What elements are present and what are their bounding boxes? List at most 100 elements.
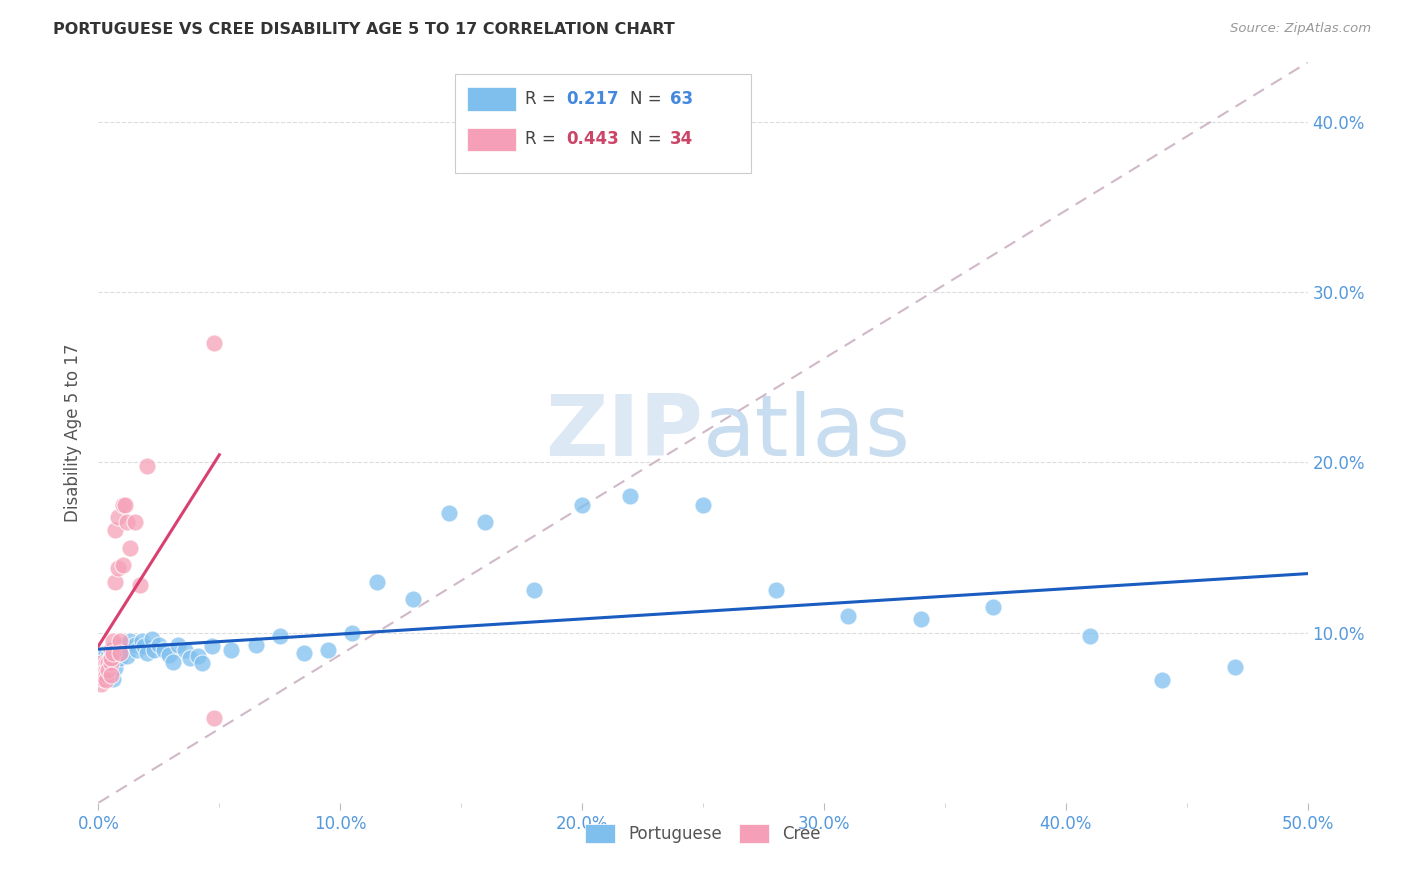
Point	[107, 561, 129, 575]
Point	[118, 634, 141, 648]
Point	[148, 638, 170, 652]
Point	[108, 646, 131, 660]
FancyBboxPatch shape	[456, 73, 751, 173]
Point	[100, 642, 122, 657]
Point	[692, 498, 714, 512]
Point	[114, 498, 136, 512]
Point	[204, 711, 226, 725]
Point	[100, 668, 122, 682]
Point	[97, 657, 120, 671]
Point	[765, 582, 787, 597]
Point	[128, 578, 150, 592]
Point	[107, 638, 129, 652]
Point	[91, 659, 114, 673]
Point	[114, 642, 136, 657]
Point	[100, 642, 122, 657]
Point	[910, 612, 932, 626]
Point	[201, 639, 224, 653]
Text: ZIP: ZIP	[546, 391, 703, 475]
Text: N =: N =	[630, 130, 662, 148]
Point	[221, 642, 243, 657]
Point	[91, 663, 114, 677]
FancyBboxPatch shape	[467, 128, 516, 152]
Point	[101, 646, 124, 660]
Point	[104, 651, 127, 665]
Point	[101, 646, 124, 660]
Point	[619, 490, 641, 504]
Text: 0.217: 0.217	[567, 90, 619, 108]
Point	[366, 574, 388, 589]
Point	[94, 668, 117, 682]
Point	[131, 634, 153, 648]
Point	[111, 558, 134, 572]
Point	[134, 639, 156, 653]
Point	[117, 515, 139, 529]
Point	[90, 657, 112, 671]
Text: N =: N =	[630, 90, 662, 108]
Point	[269, 629, 291, 643]
Point	[141, 632, 163, 647]
Point	[108, 642, 131, 657]
Point	[474, 515, 496, 529]
Text: Source: ZipAtlas.com: Source: ZipAtlas.com	[1230, 22, 1371, 36]
Point	[94, 663, 117, 677]
Point	[94, 657, 117, 671]
Point	[162, 655, 184, 669]
Text: PORTUGUESE VS CREE DISABILITY AGE 5 TO 17 CORRELATION CHART: PORTUGUESE VS CREE DISABILITY AGE 5 TO 1…	[53, 22, 675, 37]
Point	[342, 625, 364, 640]
Point	[523, 582, 546, 597]
Point	[191, 657, 214, 671]
Point	[143, 642, 166, 657]
Text: R =: R =	[526, 90, 561, 108]
Point	[104, 524, 127, 538]
Point	[100, 651, 122, 665]
Point	[127, 642, 149, 657]
Point	[94, 655, 117, 669]
Text: 34: 34	[671, 130, 693, 148]
Point	[152, 642, 174, 657]
Point	[124, 515, 146, 529]
Legend: Portuguese, Cree: Portuguese, Cree	[578, 817, 828, 850]
Point	[104, 661, 127, 675]
Text: 0.443: 0.443	[567, 130, 619, 148]
Point	[118, 541, 141, 555]
Point	[571, 498, 593, 512]
Point	[97, 659, 120, 673]
Point	[100, 655, 122, 669]
Point	[107, 509, 129, 524]
Point	[1152, 673, 1174, 688]
Point	[1078, 629, 1101, 643]
Point	[111, 638, 134, 652]
Point	[837, 608, 859, 623]
Point	[108, 651, 131, 665]
Point	[187, 649, 209, 664]
Text: 63: 63	[671, 90, 693, 108]
Point	[101, 657, 124, 671]
Point	[100, 665, 122, 679]
Point	[94, 673, 117, 688]
Point	[179, 651, 201, 665]
Point	[104, 574, 127, 589]
Point	[94, 646, 117, 660]
Point	[91, 651, 114, 665]
Point	[1223, 659, 1246, 673]
Point	[245, 638, 267, 652]
Point	[90, 657, 112, 671]
Point	[90, 676, 112, 690]
Point	[167, 638, 190, 652]
Point	[157, 648, 180, 662]
Point	[90, 668, 112, 682]
Point	[135, 458, 157, 473]
Point	[124, 638, 146, 652]
Point	[117, 649, 139, 664]
Point	[101, 634, 124, 648]
Point	[204, 336, 226, 351]
Point	[91, 672, 114, 686]
Point	[97, 649, 120, 664]
Point	[94, 668, 117, 682]
Point	[97, 663, 120, 677]
Point	[107, 646, 129, 660]
Point	[437, 507, 460, 521]
Point	[292, 646, 315, 660]
Point	[91, 661, 114, 675]
